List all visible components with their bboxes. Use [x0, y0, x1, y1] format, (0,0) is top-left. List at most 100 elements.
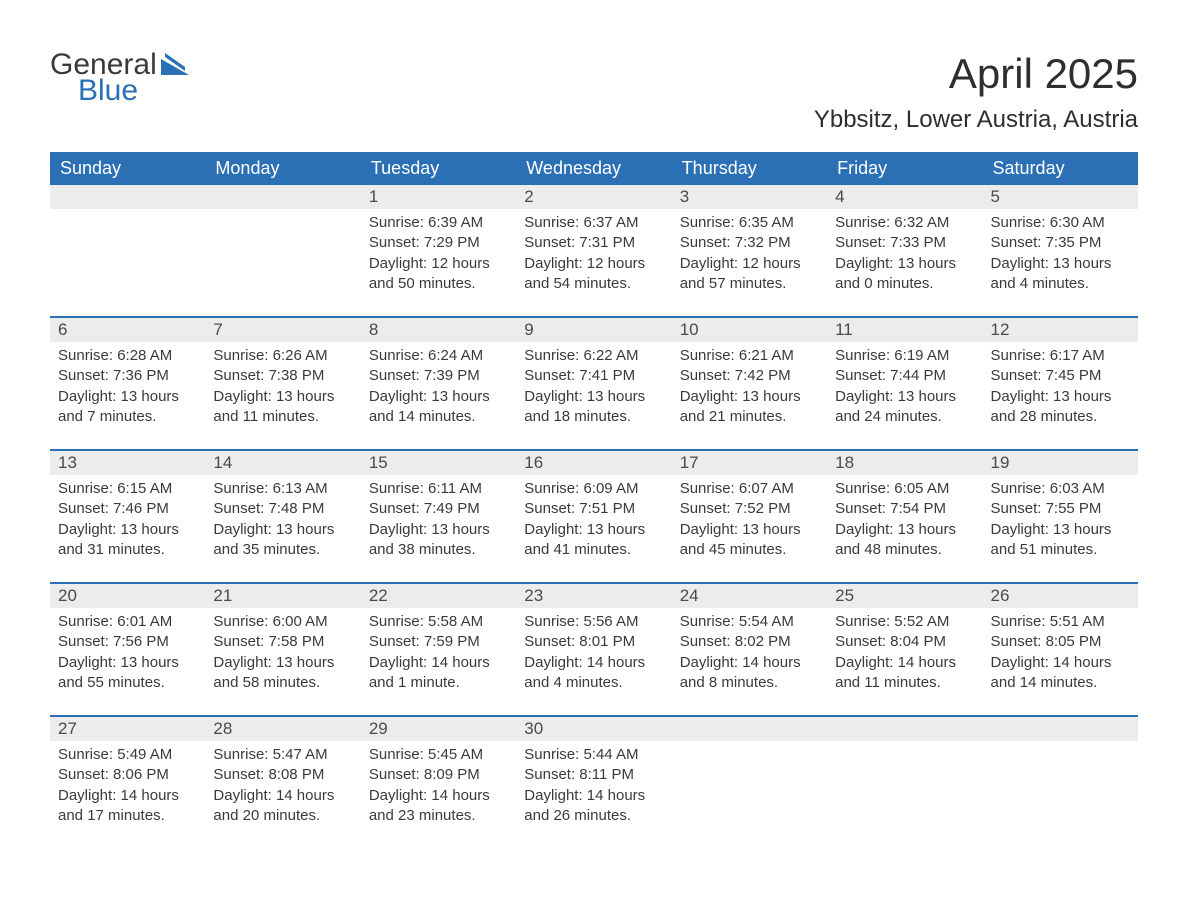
day-number: 10: [672, 318, 827, 342]
day-number: 17: [672, 451, 827, 475]
sunset-text: Sunset: 7:58 PM: [213, 632, 352, 652]
day-number: [827, 717, 982, 741]
sunset-text: Sunset: 7:46 PM: [58, 499, 197, 519]
sunset-text: Sunset: 8:02 PM: [680, 632, 819, 652]
calendar-day-cell: 2Sunrise: 6:37 AMSunset: 7:31 PMDaylight…: [516, 185, 671, 317]
sunset-text: Sunset: 8:11 PM: [524, 765, 663, 785]
sunset-text: Sunset: 8:08 PM: [213, 765, 352, 785]
calendar-week-row: 1Sunrise: 6:39 AMSunset: 7:29 PMDaylight…: [50, 185, 1138, 317]
weekday-header: Sunday: [50, 152, 205, 185]
day-details: Sunrise: 5:49 AMSunset: 8:06 PMDaylight:…: [50, 741, 205, 848]
daylight-text: Daylight: 13 hours and 18 minutes.: [524, 387, 663, 428]
calendar-day-cell: 19Sunrise: 6:03 AMSunset: 7:55 PMDayligh…: [983, 450, 1138, 583]
day-details: Sunrise: 6:07 AMSunset: 7:52 PMDaylight:…: [672, 475, 827, 582]
sunrise-text: Sunrise: 6:19 AM: [835, 346, 974, 366]
weekday-header: Friday: [827, 152, 982, 185]
day-details: Sunrise: 6:26 AMSunset: 7:38 PMDaylight:…: [205, 342, 360, 449]
sunrise-text: Sunrise: 6:37 AM: [524, 213, 663, 233]
daylight-text: Daylight: 13 hours and 28 minutes.: [991, 387, 1130, 428]
sunrise-text: Sunrise: 6:13 AM: [213, 479, 352, 499]
calendar-day-cell: 12Sunrise: 6:17 AMSunset: 7:45 PMDayligh…: [983, 317, 1138, 450]
daylight-text: Daylight: 12 hours and 54 minutes.: [524, 254, 663, 295]
sunrise-text: Sunrise: 5:45 AM: [369, 745, 508, 765]
calendar-day-cell: 20 Sunrise: 6:01 AMSunset: 7:56 PMDayligh…: [50, 583, 205, 716]
weekday-header: Tuesday: [361, 152, 516, 185]
sunrise-text: Sunrise: 6:32 AM: [835, 213, 974, 233]
calendar-day-cell: 13Sunrise: 6:15 AMSunset: 7:46 PMDayligh…: [50, 450, 205, 583]
day-details: Sunrise: 6:00 AMSunset: 7:58 PMDaylight:…: [205, 608, 360, 715]
calendar-day-cell: 17Sunrise: 6:07 AMSunset: 7:52 PMDayligh…: [672, 450, 827, 583]
day-details: Sunrise: 5:56 AMSunset: 8:01 PMDaylight:…: [516, 608, 671, 715]
day-details: [672, 741, 827, 845]
sunset-text: Sunset: 7:33 PM: [835, 233, 974, 253]
day-number: 22: [361, 584, 516, 608]
daylight-text: Daylight: 13 hours and 7 minutes.: [58, 387, 197, 428]
calendar-week-row: 20Sunrise: 6:01 AMSunset: 7:56 PMDayligh…: [50, 583, 1138, 716]
day-number: 13: [50, 451, 205, 475]
day-number: 18: [827, 451, 982, 475]
calendar-day-cell: 7Sunrise: 6:26 AMSunset: 7:38 PMDaylight…: [205, 317, 360, 450]
day-details: [827, 741, 982, 845]
sunrise-text: Sunrise: 6:01 AM: [58, 612, 197, 632]
daylight-text: Daylight: 13 hours and 4 minutes.: [991, 254, 1130, 295]
daylight-text: Daylight: 13 hours and 51 minutes.: [991, 520, 1130, 561]
calendar-week-row: 13Sunrise: 6:15 AMSunset: 7:46 PMDayligh…: [50, 450, 1138, 583]
sunset-text: Sunset: 7:55 PM: [991, 499, 1130, 519]
month-title: April 2025: [814, 50, 1138, 98]
sunrise-text: Sunrise: 6:03 AM: [991, 479, 1130, 499]
day-number: 2: [516, 185, 671, 209]
day-number: 3: [672, 185, 827, 209]
calendar-day-cell: 4Sunrise: 6:32 AMSunset: 7:33 PMDaylight…: [827, 185, 982, 317]
calendar-day-cell: 11Sunrise: 6:19 AMSunset: 7:44 PMDayligh…: [827, 317, 982, 450]
sunrise-text: Sunrise: 5:56 AM: [524, 612, 663, 632]
sunset-text: Sunset: 7:36 PM: [58, 366, 197, 386]
day-number: [50, 185, 205, 209]
daylight-text: Daylight: 13 hours and 58 minutes.: [213, 653, 352, 694]
day-details: Sunrise: 5:45 AMSunset: 8:09 PMDaylight:…: [361, 741, 516, 848]
sunset-text: Sunset: 7:35 PM: [991, 233, 1130, 253]
day-details: Sunrise: 5:47 AMSunset: 8:08 PMDaylight:…: [205, 741, 360, 848]
sunrise-text: Sunrise: 6:24 AM: [369, 346, 508, 366]
sunset-text: Sunset: 7:56 PM: [58, 632, 197, 652]
day-number: 7: [205, 318, 360, 342]
calendar-table: Sunday Monday Tuesday Wednesday Thursday…: [50, 152, 1138, 848]
sunrise-text: Sunrise: 5:58 AM: [369, 612, 508, 632]
sunset-text: Sunset: 7:52 PM: [680, 499, 819, 519]
calendar-day-cell: 30Sunrise: 5:44 AMSunset: 8:11 PMDayligh…: [516, 716, 671, 848]
daylight-text: Daylight: 14 hours and 1 minute.: [369, 653, 508, 694]
day-number: [672, 717, 827, 741]
day-number: 24: [672, 584, 827, 608]
sunrise-text: Sunrise: 6:00 AM: [213, 612, 352, 632]
daylight-text: Daylight: 13 hours and 55 minutes.: [58, 653, 197, 694]
calendar-day-cell: 27Sunrise: 5:49 AMSunset: 8:06 PMDayligh…: [50, 716, 205, 848]
calendar-body: 1Sunrise: 6:39 AMSunset: 7:29 PMDaylight…: [50, 185, 1138, 848]
daylight-text: Daylight: 14 hours and 17 minutes.: [58, 786, 197, 827]
day-details: Sunrise: 6:24 AMSunset: 7:39 PMDaylight:…: [361, 342, 516, 449]
day-number: 9: [516, 318, 671, 342]
sunset-text: Sunset: 7:45 PM: [991, 366, 1130, 386]
day-details: Sunrise: 6:15 AMSunset: 7:46 PMDaylight:…: [50, 475, 205, 582]
daylight-text: Daylight: 13 hours and 38 minutes.: [369, 520, 508, 561]
day-details: Sunrise: 6:28 AMSunset: 7:36 PMDaylight:…: [50, 342, 205, 449]
sunset-text: Sunset: 7:32 PM: [680, 233, 819, 253]
day-number: 26: [983, 584, 1138, 608]
day-details: Sunrise: 5:54 AMSunset: 8:02 PMDaylight:…: [672, 608, 827, 715]
sunrise-text: Sunrise: 6:35 AM: [680, 213, 819, 233]
day-number: 4: [827, 185, 982, 209]
day-number: 23: [516, 584, 671, 608]
daylight-text: Daylight: 14 hours and 14 minutes.: [991, 653, 1130, 694]
sunrise-text: Sunrise: 6:22 AM: [524, 346, 663, 366]
daylight-text: Daylight: 13 hours and 48 minutes.: [835, 520, 974, 561]
daylight-text: Daylight: 13 hours and 45 minutes.: [680, 520, 819, 561]
calendar-day-cell: 5Sunrise: 6:30 AMSunset: 7:35 PMDaylight…: [983, 185, 1138, 317]
sunset-text: Sunset: 7:29 PM: [369, 233, 508, 253]
daylight-text: Daylight: 14 hours and 8 minutes.: [680, 653, 819, 694]
weekday-header: Monday: [205, 152, 360, 185]
day-details: Sunrise: 6:37 AMSunset: 7:31 PMDaylight:…: [516, 209, 671, 316]
sunset-text: Sunset: 7:48 PM: [213, 499, 352, 519]
brand-word2: Blue: [78, 76, 189, 106]
day-details: Sunrise: 6:13 AMSunset: 7:48 PMDaylight:…: [205, 475, 360, 582]
day-number: 20: [50, 584, 205, 608]
sunset-text: Sunset: 7:44 PM: [835, 366, 974, 386]
daylight-text: Daylight: 14 hours and 23 minutes.: [369, 786, 508, 827]
